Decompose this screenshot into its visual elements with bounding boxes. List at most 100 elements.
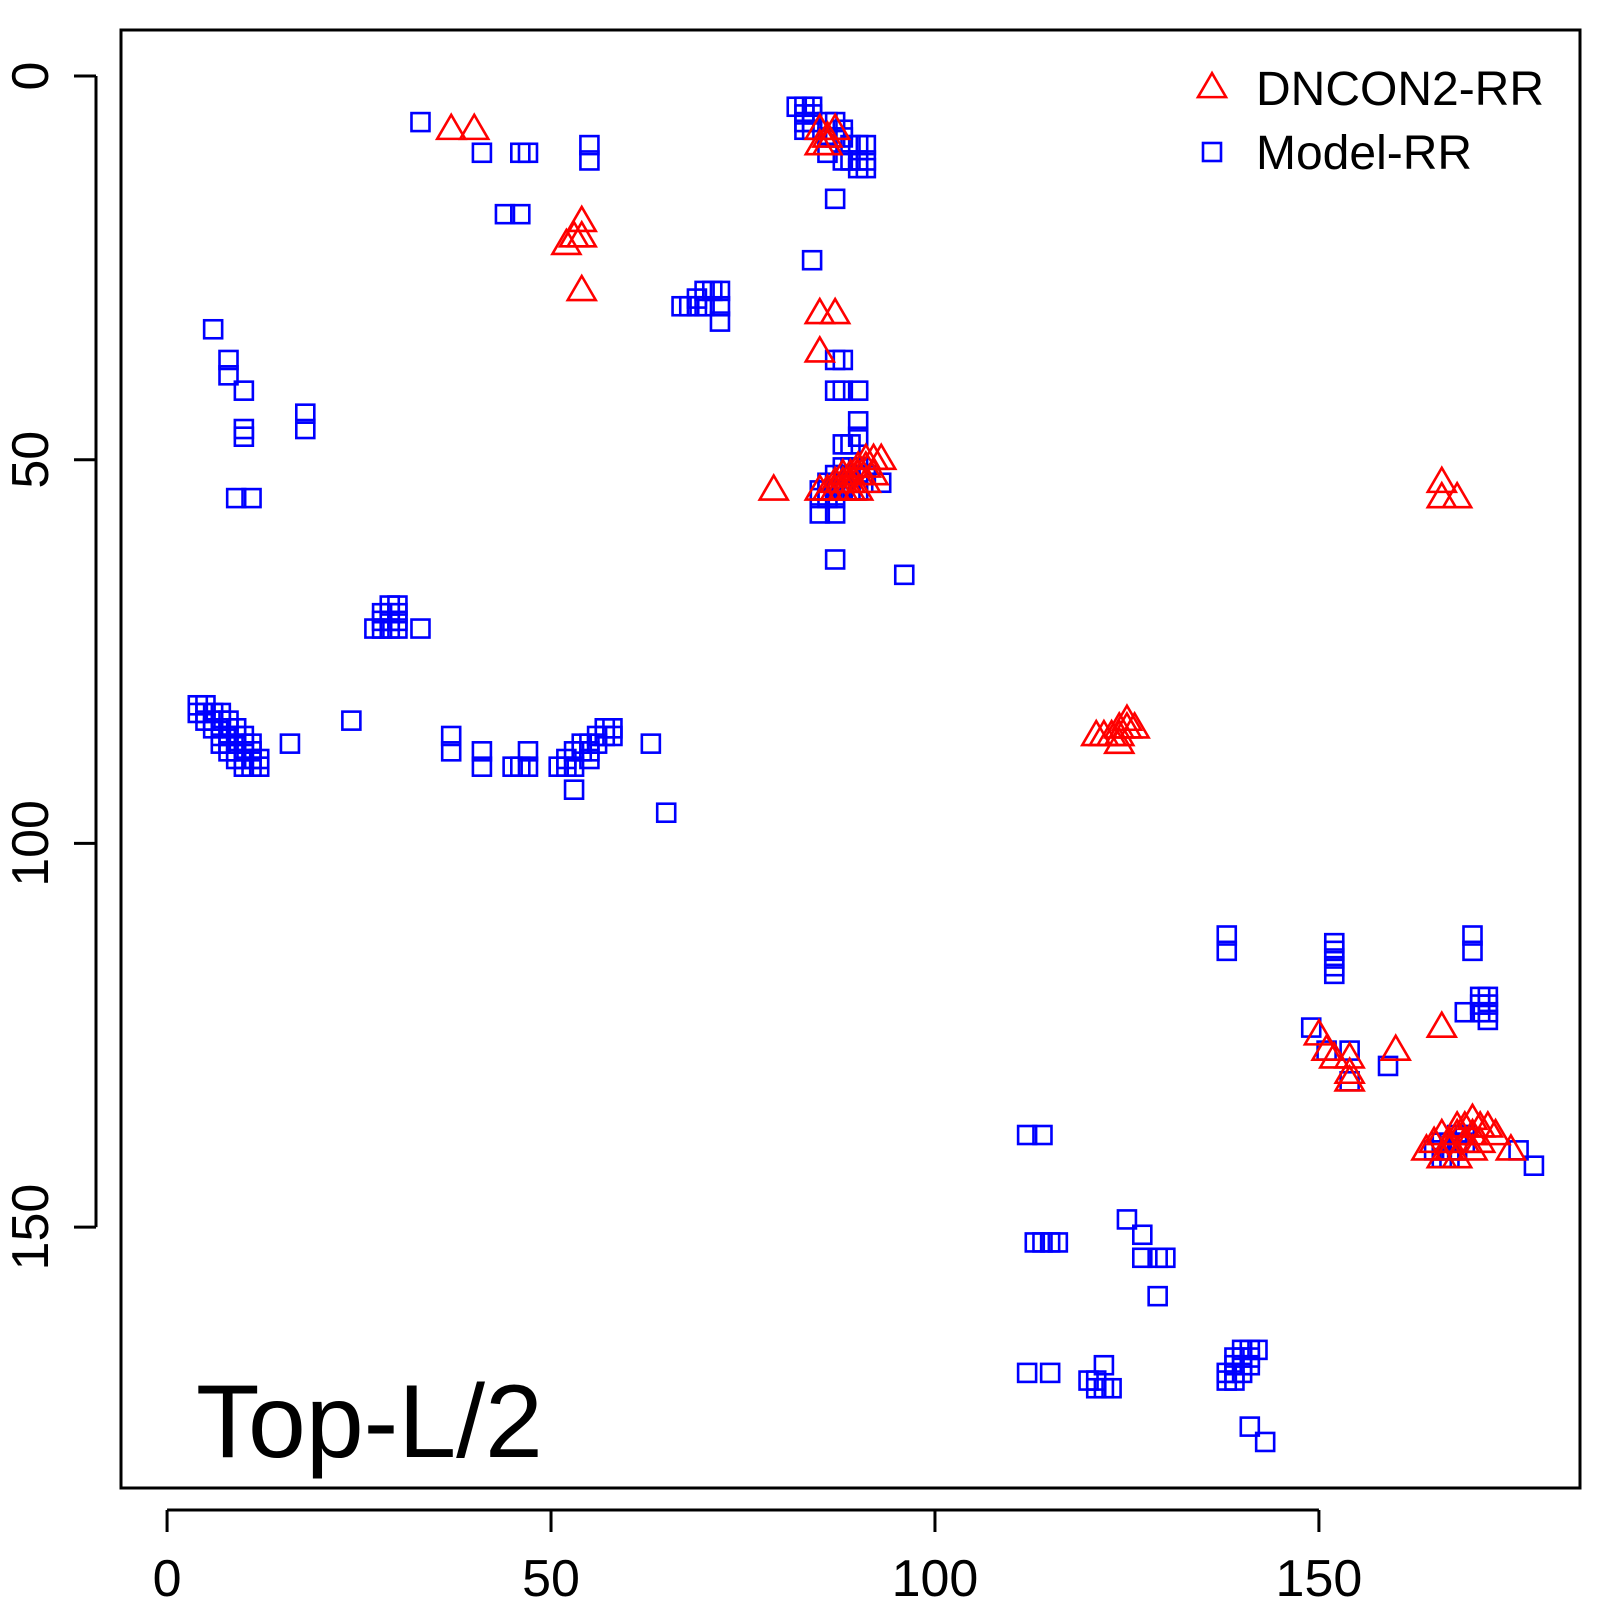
- data-point-model-rr: [563, 779, 585, 800]
- data-point-model-rr: [494, 203, 516, 225]
- data-point-dncon2-rr: [857, 457, 890, 486]
- data-point-dncon2-rr: [1310, 1033, 1343, 1062]
- data-point-model-rr: [709, 280, 731, 302]
- data-point-dncon2-rr: [1110, 703, 1144, 732]
- data-point-dncon2-rr: [1333, 1056, 1366, 1085]
- data-point-model-rr: [686, 288, 708, 309]
- data-point-model-rr: [471, 142, 493, 164]
- data-point-model-rr: [440, 725, 462, 747]
- data-point-model-rr: [893, 564, 915, 586]
- data-point-dncon2-rr: [841, 472, 875, 501]
- data-point-model-rr: [801, 249, 823, 271]
- data-point-dncon2-rr: [1456, 1132, 1489, 1161]
- data-point-model-rr: [510, 142, 531, 164]
- data-point-model-rr: [640, 733, 662, 754]
- data-point-model-rr: [1323, 963, 1345, 985]
- data-point-dncon2-rr: [1471, 1109, 1505, 1138]
- data-point-model-rr: [225, 487, 247, 509]
- y-tick-label: 100: [2, 800, 60, 887]
- legend-item: Model-RR: [1201, 127, 1472, 180]
- data-point-dncon2-rr: [1494, 1132, 1528, 1161]
- data-point-model-rr: [1462, 925, 1483, 946]
- data-point-model-rr: [233, 418, 255, 440]
- data-point-dncon2-rr: [565, 204, 599, 233]
- data-point-model-rr: [840, 434, 861, 455]
- data-point-model-rr: [579, 748, 600, 770]
- data-point-model-rr: [1016, 1124, 1038, 1146]
- series-model-rr: [187, 96, 1545, 1453]
- data-point-model-rr: [855, 134, 877, 156]
- data-point-model-rr: [1239, 1354, 1261, 1376]
- data-point-dncon2-rr: [864, 442, 898, 471]
- data-point-model-rr: [1377, 1055, 1399, 1077]
- x-tick-label: 100: [892, 1550, 979, 1600]
- data-point-model-rr: [241, 487, 262, 509]
- data-point-model-rr: [1032, 1124, 1053, 1146]
- data-point-model-rr: [855, 157, 877, 179]
- data-point-model-rr: [202, 318, 224, 340]
- data-point-model-rr: [233, 426, 255, 448]
- data-point-dncon2-rr: [803, 334, 837, 363]
- panel-annotation: Top-L/2: [196, 1364, 543, 1480]
- data-point-model-rr: [1454, 1001, 1476, 1023]
- data-point-dncon2-rr: [818, 296, 852, 325]
- y-axis: 0 50 100 150: [2, 62, 98, 1271]
- data-point-dncon2-rr: [434, 112, 468, 141]
- series-dncon2-rr: [434, 112, 1528, 1169]
- data-point-model-rr: [579, 134, 600, 156]
- data-point-model-rr: [655, 802, 677, 824]
- data-point-model-rr: [1147, 1285, 1168, 1307]
- data-point-model-rr: [1523, 1155, 1545, 1177]
- data-point-model-rr: [586, 733, 608, 754]
- data-point-model-rr: [832, 380, 854, 401]
- data-point-model-rr: [1254, 1431, 1276, 1453]
- data-point-model-rr: [579, 150, 600, 171]
- legend-label: Model-RR: [1256, 127, 1472, 180]
- data-point-model-rr: [832, 349, 854, 371]
- data-point-model-rr: [824, 188, 846, 210]
- legend: DNCON2-RR Model-RR: [1195, 63, 1544, 180]
- y-tick-label: 0: [2, 62, 60, 91]
- data-point-model-rr: [847, 411, 869, 432]
- data-point-model-rr: [440, 741, 462, 762]
- data-point-model-rr: [364, 618, 385, 639]
- data-point-dncon2-rr: [1410, 1132, 1443, 1161]
- x-tick-label: 0: [153, 1550, 182, 1600]
- data-point-model-rr: [218, 365, 239, 386]
- data-point-dncon2-rr: [1456, 1102, 1489, 1131]
- data-point-model-rr: [1300, 1017, 1322, 1038]
- data-point-dncon2-rr: [849, 449, 883, 478]
- data-point-model-rr: [1231, 1362, 1253, 1384]
- y-tick-label: 50: [2, 431, 60, 489]
- data-point-model-rr: [233, 380, 255, 401]
- data-point-model-rr: [1016, 1362, 1038, 1384]
- data-point-dncon2-rr: [1102, 726, 1136, 755]
- data-point-model-rr: [1093, 1354, 1115, 1376]
- data-point-model-rr: [824, 549, 846, 570]
- x-axis: 0 50 100 150: [153, 1508, 1363, 1600]
- data-point-model-rr: [1216, 940, 1238, 962]
- legend-marker-square: [1201, 141, 1223, 163]
- data-point-model-rr: [1224, 1370, 1245, 1391]
- data-point-dncon2-rr: [1118, 710, 1151, 739]
- data-point-model-rr: [1039, 1362, 1061, 1384]
- data-point-dncon2-rr: [757, 472, 790, 501]
- data-point-model-rr: [847, 426, 869, 448]
- y-tick-label: 150: [2, 1184, 60, 1271]
- data-point-model-rr: [1462, 940, 1483, 962]
- data-point-model-rr: [279, 733, 301, 754]
- data-point-model-rr: [517, 756, 539, 777]
- data-point-model-rr: [709, 311, 731, 332]
- data-point-model-rr: [1239, 1416, 1261, 1437]
- data-point-model-rr: [517, 741, 539, 762]
- data-point-model-rr: [1477, 1009, 1499, 1031]
- data-point-dncon2-rr: [818, 112, 852, 141]
- data-point-dncon2-rr: [565, 273, 599, 302]
- data-point-model-rr: [1101, 1377, 1122, 1399]
- plot-frame: [119, 28, 1582, 1490]
- data-point-dncon2-rr: [1456, 1117, 1489, 1146]
- data-point-model-rr: [1116, 1209, 1138, 1230]
- data-point-model-rr: [709, 295, 731, 317]
- x-tick-label: 150: [1276, 1550, 1363, 1600]
